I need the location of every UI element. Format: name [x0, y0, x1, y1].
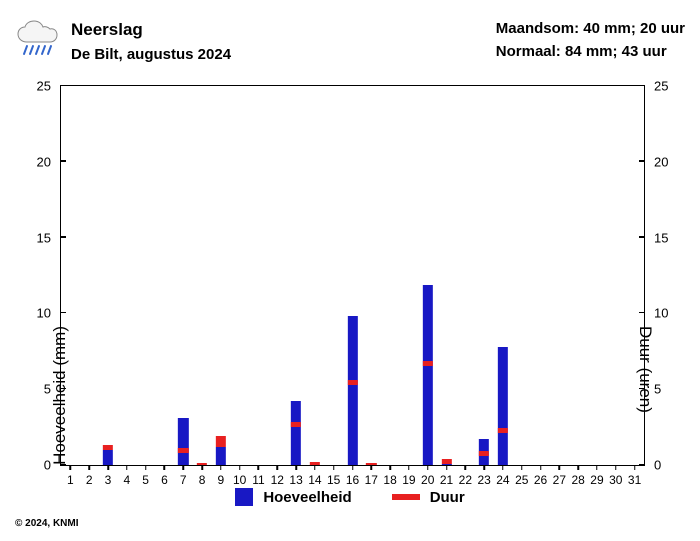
- x-tick: 26: [534, 465, 547, 487]
- y-tick-right: 10: [644, 306, 668, 321]
- x-tick: 1: [67, 465, 74, 487]
- bar-hoeveelheid: [103, 450, 113, 465]
- bar-hoeveelheid: [441, 464, 451, 465]
- bar-hoeveelheid: [423, 285, 433, 465]
- x-tick: 5: [142, 465, 149, 487]
- x-tick: 25: [515, 465, 528, 487]
- x-tick: 2: [86, 465, 93, 487]
- legend-swatch-red: [392, 494, 420, 500]
- bar-duur: [291, 422, 301, 427]
- x-tick: 17: [365, 465, 378, 487]
- x-tick: 24: [496, 465, 509, 487]
- normaal-label: Normaal: 84 mm; 43 uur: [496, 43, 685, 60]
- bar-duur: [441, 459, 451, 464]
- y-tick-left: 0: [44, 458, 61, 473]
- chart-legend: Hoeveelheid Duur: [0, 488, 700, 506]
- legend-swatch-blue: [235, 488, 253, 506]
- x-tick: 22: [459, 465, 472, 487]
- title-block: Neerslag De Bilt, augustus 2024: [71, 20, 496, 63]
- bar-duur: [479, 451, 489, 456]
- x-tick: 18: [383, 465, 396, 487]
- legend-item-hoeveelheid: Hoeveelheid: [235, 488, 351, 506]
- x-tick: 7: [180, 465, 187, 487]
- bar-duur: [423, 361, 433, 366]
- y-tick-left: 15: [37, 230, 61, 245]
- chart-header: Neerslag De Bilt, augustus 2024 Maandsom…: [15, 20, 685, 66]
- bar-hoeveelheid: [498, 347, 508, 465]
- x-tick: 8: [199, 465, 206, 487]
- y-tick-left: 5: [44, 382, 61, 397]
- y-tick-left: 25: [37, 79, 61, 94]
- x-tick: 30: [609, 465, 622, 487]
- maandsom-label: Maandsom: 40 mm; 20 uur: [496, 20, 685, 37]
- x-tick: 16: [346, 465, 359, 487]
- y-tick-left: 20: [37, 154, 61, 169]
- x-tick: 12: [271, 465, 284, 487]
- bar-duur: [498, 428, 508, 433]
- chart-title: Neerslag: [71, 20, 496, 40]
- x-tick: 21: [440, 465, 453, 487]
- y-tick-right: 20: [644, 154, 668, 169]
- bar-hoeveelheid: [347, 316, 357, 465]
- x-tick: 9: [218, 465, 225, 487]
- chart-container: Hoeveelheid (mm) Duur (uren) 00551010151…: [60, 85, 645, 466]
- x-tick: 23: [477, 465, 490, 487]
- legend-label-hoeveelheid: Hoeveelheid: [263, 489, 351, 506]
- x-tick: 13: [289, 465, 302, 487]
- bar-hoeveelheid: [291, 401, 301, 465]
- bar-duur: [178, 448, 188, 453]
- bar-duur: [366, 463, 376, 465]
- chart-subtitle: De Bilt, augustus 2024: [71, 46, 496, 63]
- y-tick-right: 25: [644, 79, 668, 94]
- copyright-label: © 2024, KNMI: [15, 518, 79, 529]
- y-tick-left: 10: [37, 306, 61, 321]
- legend-item-duur: Duur: [392, 488, 465, 506]
- y-tick-right: 0: [644, 458, 661, 473]
- bar-duur: [216, 436, 226, 447]
- y-tick-right: 15: [644, 230, 668, 245]
- rain-cloud-icon: [15, 20, 63, 62]
- bar-duur: [103, 445, 113, 450]
- bar-hoeveelheid: [216, 447, 226, 465]
- x-tick: 11: [252, 465, 264, 487]
- x-tick: 4: [123, 465, 130, 487]
- y-tick-right: 5: [644, 382, 661, 397]
- bar-duur: [310, 462, 320, 465]
- bar-duur: [197, 463, 207, 465]
- x-tick: 15: [327, 465, 340, 487]
- stats-block: Maandsom: 40 mm; 20 uur Normaal: 84 mm; …: [496, 20, 685, 66]
- x-tick: 27: [553, 465, 566, 487]
- bar-duur: [347, 380, 357, 385]
- legend-label-duur: Duur: [430, 489, 465, 506]
- x-tick: 14: [308, 465, 321, 487]
- plot-area: 0055101015152020252512345678910111213141…: [60, 85, 645, 466]
- x-tick: 19: [402, 465, 415, 487]
- x-tick: 28: [571, 465, 584, 487]
- x-tick: 29: [590, 465, 603, 487]
- x-tick: 20: [421, 465, 434, 487]
- x-tick: 31: [628, 465, 641, 487]
- x-tick: 6: [161, 465, 168, 487]
- x-tick: 10: [233, 465, 246, 487]
- bar-hoeveelheid: [178, 418, 188, 465]
- x-tick: 3: [105, 465, 112, 487]
